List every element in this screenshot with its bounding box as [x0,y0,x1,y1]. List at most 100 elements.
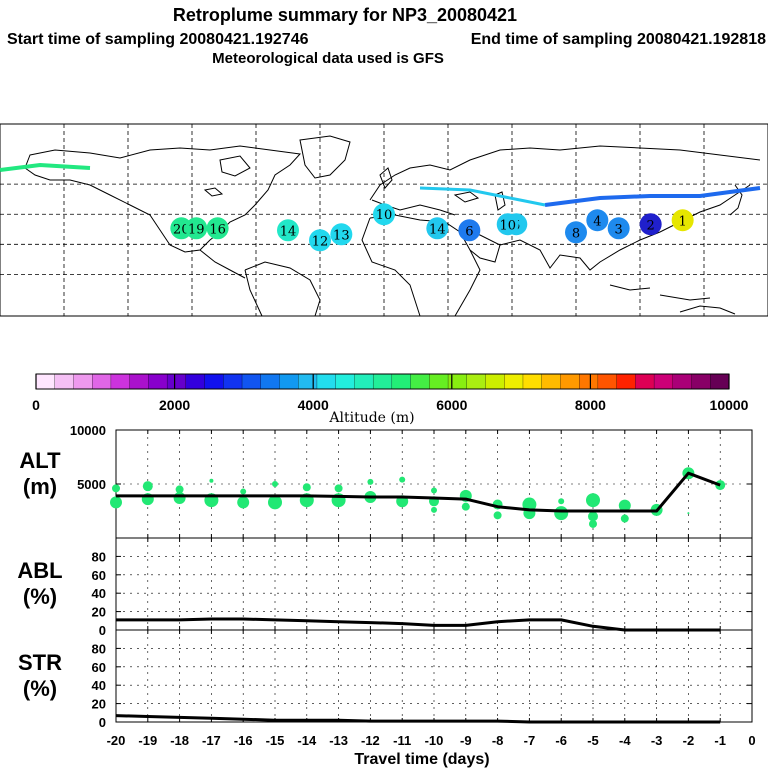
colorbar-cell [335,373,355,390]
x-tick-label: -11 [393,733,411,748]
panel-ylabel-line2: (m) [23,474,57,499]
plume-markers: 1234568101014141312201916 [170,203,694,252]
plume-marker [458,219,481,242]
colorbar-cell [166,373,187,390]
panel-scatter-point [589,519,597,528]
panel-ylabel-line2: (%) [23,584,57,609]
x-axis-label: Travel time (days) [354,751,489,768]
x-tick-label: -7 [524,733,536,748]
x-tick-label: -3 [651,733,663,748]
x-tick-label: -9 [460,733,472,748]
colorbar-cell [148,373,168,390]
panel-scatter-point [209,478,214,483]
x-tick-label: -6 [555,733,567,748]
plume-marker-label: 20 [173,222,190,237]
colorbar-cell [223,373,243,390]
colorbar-cell [279,373,299,390]
plume-marker-label: 14 [280,224,297,239]
time-series-panels: 500010000ALT(m)020406080ABL(%)020406080S… [17,423,755,768]
panel-scatter-point [554,506,569,521]
plume-marker-label: 3 [615,222,623,237]
colorbar-cell [691,373,711,390]
panel-scatter-point [175,485,184,494]
colorbar-cell [447,373,468,390]
panel-ylabel-line1: ABL [17,558,62,583]
trajectory-segment-mid [419,186,546,207]
colorbar-cell [298,373,318,390]
panel-y-tick-label: 80 [92,641,106,656]
chart-subtitle-start: Start time of sampling 20080421.192746 [7,31,309,48]
colorbar-cell [241,373,262,390]
x-tick-label: -4 [619,733,631,748]
colorbar-cell [485,373,505,390]
panel-series-line [116,617,721,632]
panel-scatter-point [461,502,470,511]
colorbar-tick-label: 6000 [436,397,467,413]
plume-marker [185,217,208,240]
x-tick-label: -2 [683,733,695,748]
x-tick-label: -19 [138,733,157,748]
panel-scatter-point [302,483,311,492]
colorbar-cell [504,373,524,390]
x-tick-label: -8 [492,733,504,748]
panel-y-tick-label: 0 [99,715,106,730]
panel-scatter-point [142,481,153,492]
panel-scatter-point [268,495,282,510]
trajectory-path [0,162,761,207]
panel-scatter-point [334,484,343,493]
colorbar-cell [710,373,730,390]
colorbar-cell [522,373,543,390]
colorbar-cells [35,373,730,390]
panel-y-tick-label: 20 [92,697,106,712]
x-tick-label: -16 [234,733,253,748]
chart-title: Retroplume summary for NP3_20080421 [173,5,517,25]
panel-scatter-point [431,506,437,513]
colorbar-cell [410,373,430,390]
panel-scatter-point [493,511,502,520]
plume-marker-label: 6 [465,224,473,239]
plume-marker [496,213,519,236]
x-tick-label: 0 [748,733,755,748]
colorbar-cell [110,373,131,390]
panel-y-tick-label: 10000 [70,423,106,438]
x-tick-label: -12 [361,733,380,748]
panel-ylabel-line1: STR [18,650,62,675]
plume-marker [671,209,694,232]
plume-marker-label: 19 [188,222,205,237]
colorbar-cell [354,373,374,390]
x-tick-label: -10 [425,733,444,748]
plume-marker-label: 16 [209,222,226,237]
colorbar-cell [185,373,206,390]
plume-marker-label: 10 [499,218,516,233]
colorbar-cell [391,373,412,390]
plume-marker [426,217,449,240]
panel-y-tick-label: 40 [92,678,106,693]
panel-scatter-point [687,512,690,515]
colorbar-cell [129,373,149,390]
panel-scatter-point [240,488,247,495]
colorbar-tick-label: 8000 [575,397,606,413]
colorbar-cell [260,373,280,390]
colorbar-cell [635,373,655,390]
panel-scatter-point [367,478,374,485]
panel-y-tick-label: 0 [99,623,106,638]
plume-marker [565,221,587,244]
panel-str: 0 20 40 60 80 STR(%) [18,629,753,730]
x-tick-label: -14 [297,733,317,748]
colorbar-cell [597,373,618,390]
panel-y-tick-label: 20 [92,605,106,620]
panel-y-tick-label: 5000 [77,477,106,492]
plume-marker [586,209,609,232]
plume-marker-label: 1 [679,214,687,229]
panel-y-tick-label: 60 [92,660,106,675]
panel-series-line [116,471,721,513]
plume-marker-label: 12 [312,234,329,249]
plume-marker-label: 4 [593,214,601,229]
panel-scatter-point [558,498,565,505]
panel-y-tick-label: 80 [92,549,106,564]
plume-marker [309,229,331,252]
colorbar-cell [579,373,599,390]
colorbar-tick-label: 2000 [159,397,190,413]
colorbar-cell [73,373,93,390]
colorbar-tick-label: 4000 [298,397,329,413]
